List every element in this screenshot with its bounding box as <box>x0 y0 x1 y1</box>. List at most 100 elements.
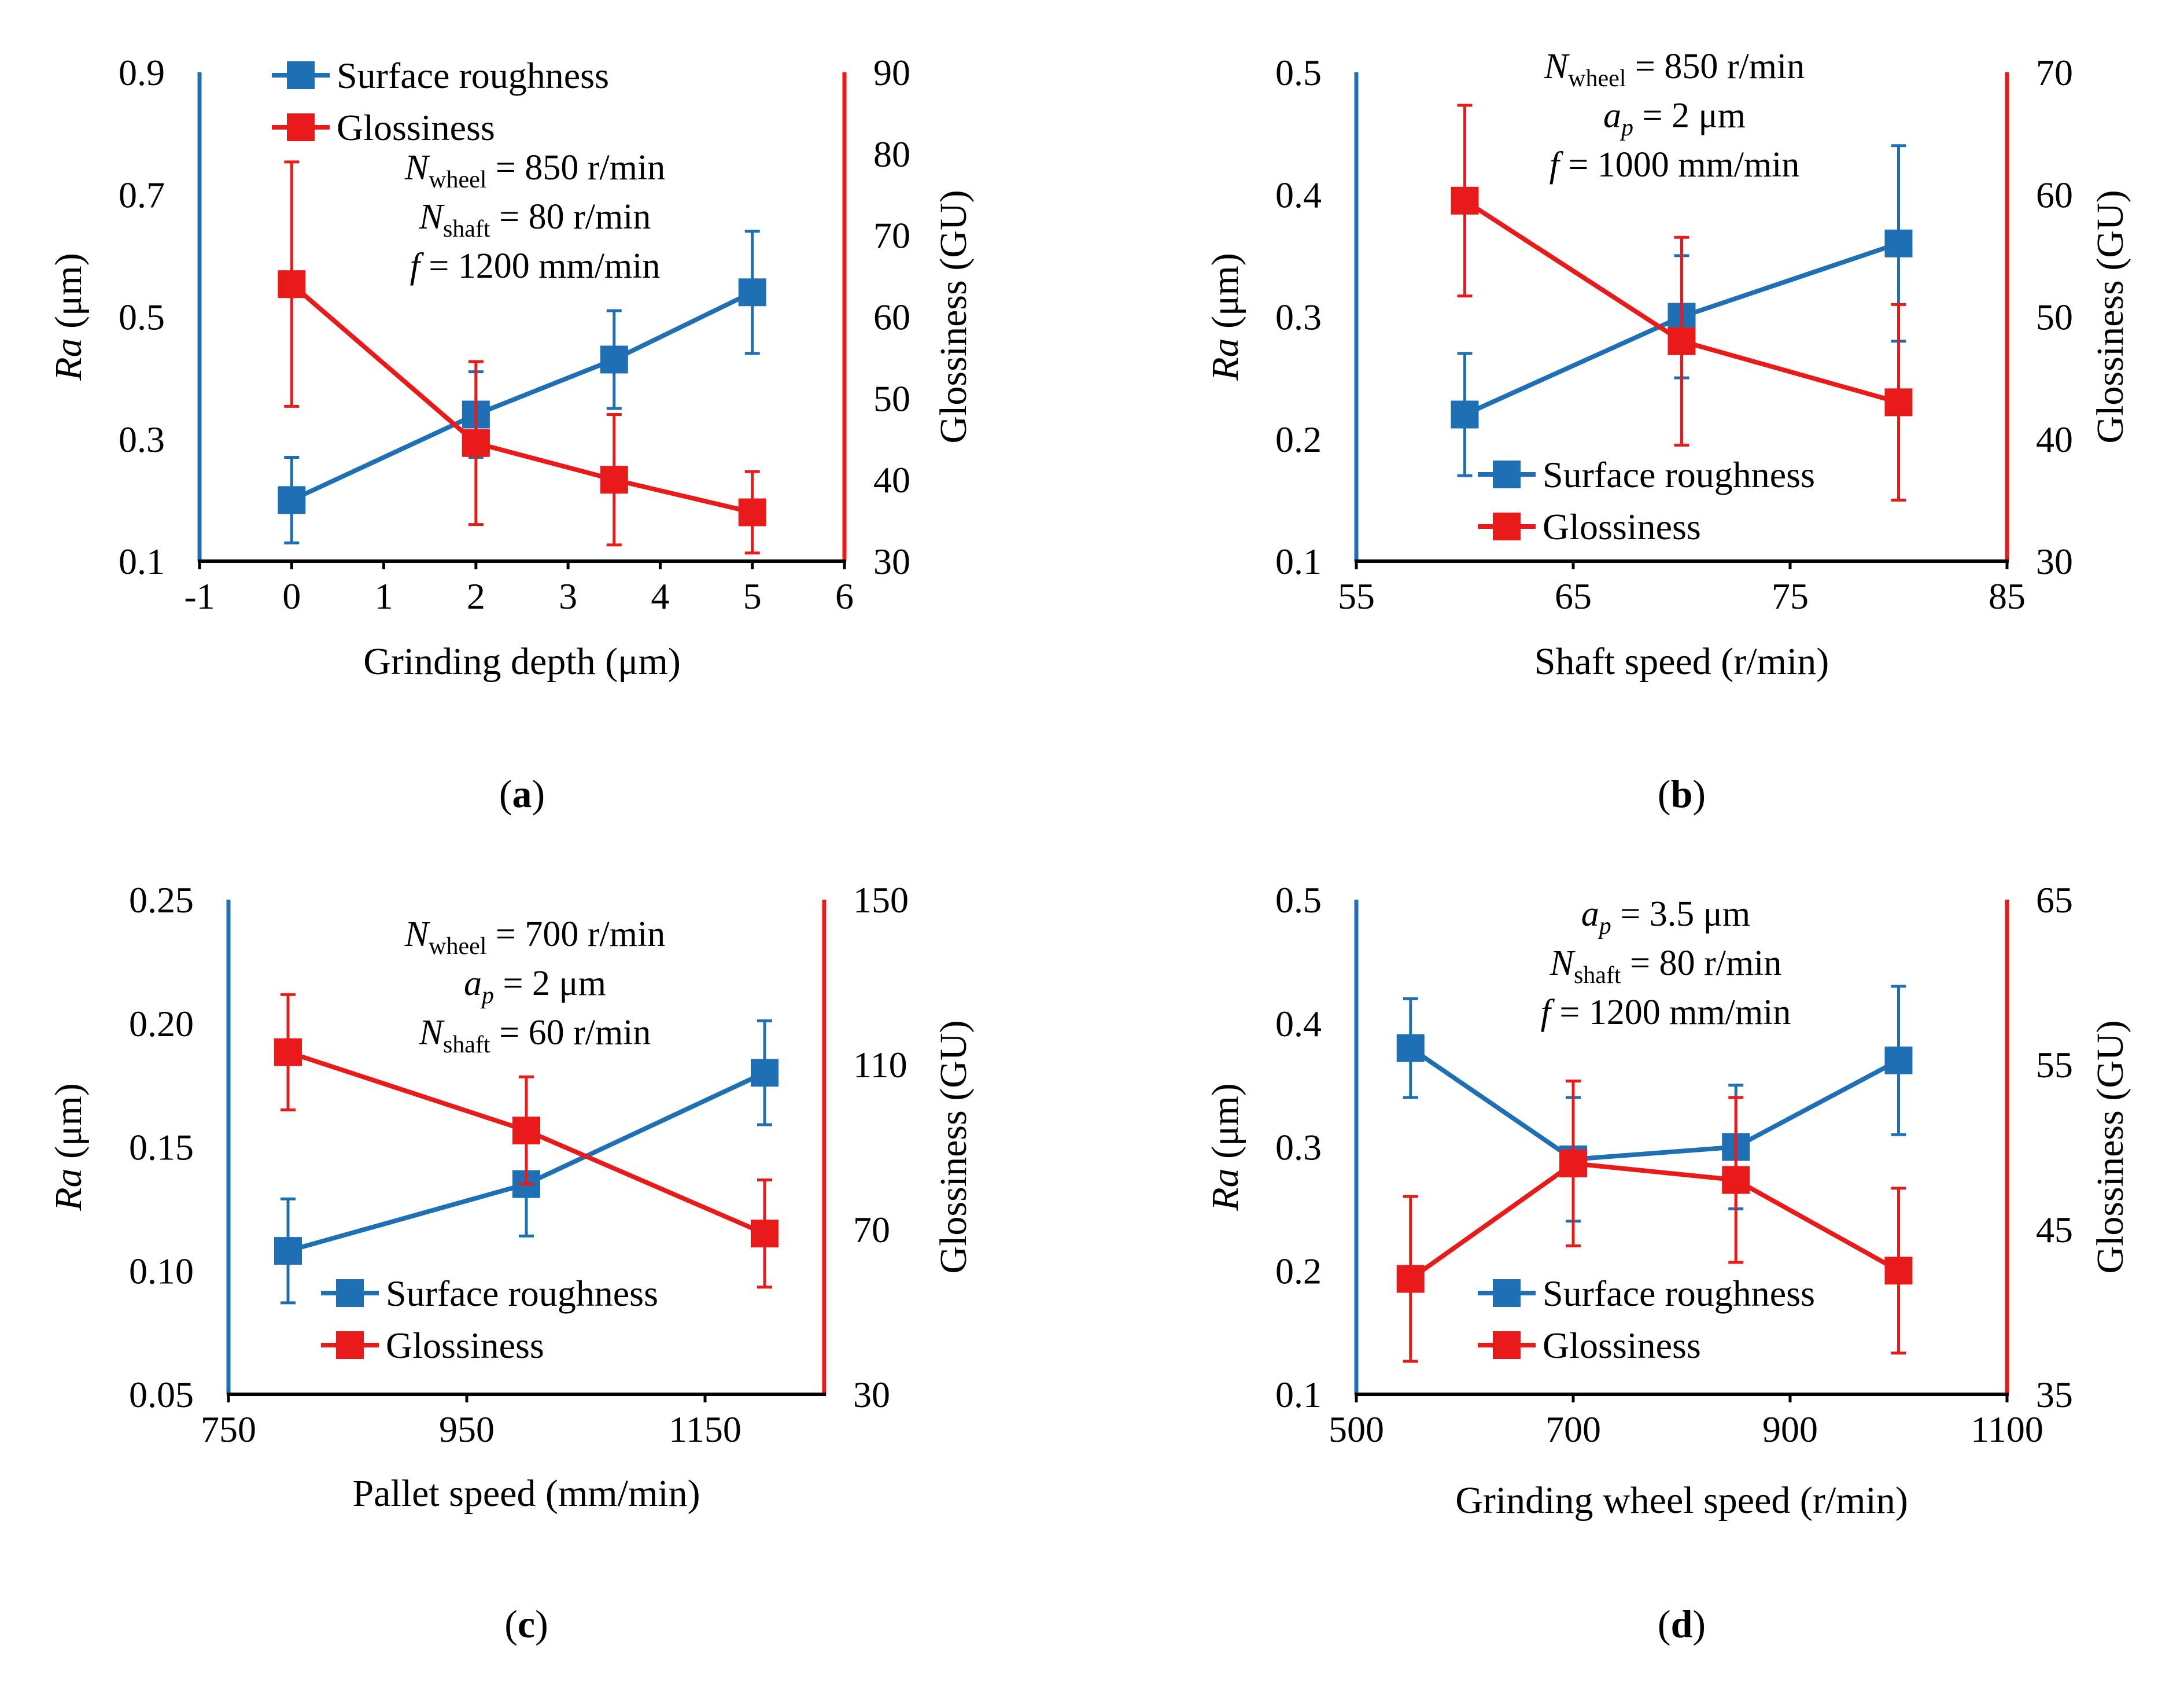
right-y-tick-label: 50 <box>2036 297 2073 338</box>
left-y-tick-label: 0.5 <box>119 297 165 338</box>
left-y-axis-title: Ra (μm) <box>1204 253 1246 381</box>
legend-marker-gloss <box>287 113 315 141</box>
x-tick-label: 950 <box>439 1409 495 1450</box>
left-y-tick-label: 0.3 <box>119 419 165 460</box>
right-y-tick-label: 70 <box>873 215 910 256</box>
panel-label: (d) <box>1658 1602 1706 1646</box>
condition-text: Nshaft = 80 r/min <box>419 197 651 242</box>
right-y-tick-label: 50 <box>873 378 910 419</box>
roughness-series-line <box>290 290 754 503</box>
panel-label: (a) <box>499 772 545 816</box>
x-tick-label: -1 <box>184 576 215 617</box>
x-tick-label: 900 <box>1762 1409 1818 1450</box>
roughness-data-point <box>1884 1046 1913 1074</box>
gloss-data-point <box>512 1117 540 1144</box>
right-y-tick-label: 30 <box>853 1374 890 1415</box>
condition-text: ap = 2 μm <box>1603 96 1746 141</box>
gloss-data-point <box>462 429 490 457</box>
roughness-data-point <box>1396 1034 1425 1062</box>
legend-label-gloss: Glossiness <box>337 107 495 148</box>
left-y-tick-label: 0.3 <box>1275 297 1322 338</box>
gloss-series-line <box>1409 1161 1900 1281</box>
left-y-tick-label: 0.2 <box>1275 1250 1322 1291</box>
left-y-axis-title: Ra (μm) <box>47 1083 90 1211</box>
left-y-tick-label: 0.15 <box>129 1127 194 1168</box>
left-y-tick-label: 0.5 <box>1275 879 1322 920</box>
x-tick-label: 1100 <box>1971 1409 2043 1450</box>
condition-text: f = 1200 mm/min <box>1541 993 1791 1032</box>
roughness-series-line <box>1409 1046 1900 1162</box>
x-tick-label: 65 <box>1555 576 1592 617</box>
right-y-tick-label: 70 <box>2036 52 2073 93</box>
left-y-tick-label: 0.4 <box>1275 174 1322 215</box>
right-y-tick-label: 60 <box>2036 174 2073 215</box>
left-y-tick-label: 0.9 <box>119 52 165 93</box>
chart-panel-b: 55 65 75 85 0.1 0.2 0.3 0.4 0.5 30 40 50 60 70 Ra (μm)… <box>1204 47 2131 816</box>
right-y-tick-label: 45 <box>2036 1209 2073 1250</box>
chart-panel-d: 500 700 900 1100 0.1 0.2 0.3 0.4 0.5 35 45 55 65 Ra (… <box>1204 879 2131 1646</box>
roughness-data-point <box>274 1237 302 1265</box>
condition-text: Nshaft = 60 r/min <box>419 1013 651 1058</box>
right-y-tick-label: 90 <box>873 52 910 93</box>
legend-label-roughness: Surface roughness <box>1543 1273 1815 1314</box>
right-y-tick-label: 30 <box>873 541 910 582</box>
x-tick-label: 1 <box>375 576 393 617</box>
condition-text: Nwheel = 700 r/min <box>404 915 665 960</box>
chart-panel-c: 750 950 1150 0.05 0.10 0.15 0.20 0.25 30 70 110 150… <box>47 879 975 1646</box>
legend-label-gloss: Glossiness <box>1543 506 1701 547</box>
gloss-data-point <box>1722 1166 1750 1194</box>
condition-text: ap = 3.5 μm <box>1581 894 1750 940</box>
condition-text: Nwheel = 850 r/min <box>404 148 665 193</box>
right-y-tick-label: 60 <box>873 297 910 338</box>
gloss-data-point <box>274 1038 302 1066</box>
right-y-axis-title: Glossiness (GU) <box>932 1020 975 1273</box>
legend: Surface roughness Glossiness <box>1478 454 1815 547</box>
x-tick-label: 700 <box>1545 1409 1601 1450</box>
x-axis-title: Shaft speed (r/min) <box>1534 640 1829 683</box>
left-y-tick-label: 0.3 <box>1275 1127 1322 1168</box>
right-y-tick-label: 55 <box>2036 1044 2073 1085</box>
right-y-axis-title: Glossiness (GU) <box>2089 1020 2131 1273</box>
right-y-tick-label: 80 <box>873 134 910 175</box>
right-y-tick-label: 70 <box>853 1209 890 1250</box>
legend: Surface roughness Glossiness <box>321 1273 658 1366</box>
legend-label-roughness: Surface roughness <box>1543 454 1815 495</box>
condition-text: Nwheel = 850 r/min <box>1544 47 1805 92</box>
legend-label-roughness: Surface roughness <box>337 55 609 96</box>
gloss-data-point <box>600 466 628 494</box>
right-y-axis-title: Glossiness (GU) <box>932 190 975 443</box>
legend-marker-roughness <box>336 1279 364 1307</box>
legend-label-gloss: Glossiness <box>1543 1325 1701 1366</box>
condition-text: f = 1200 mm/min <box>410 246 661 286</box>
gloss-data-point <box>1667 327 1696 355</box>
right-y-tick-label: 40 <box>873 459 910 500</box>
x-tick-label: 55 <box>1338 576 1375 617</box>
left-y-tick-label: 0.20 <box>129 1003 194 1044</box>
left-y-tick-label: 0.4 <box>1275 1003 1322 1044</box>
condition-text: Nshaft = 80 r/min <box>1550 944 1782 989</box>
left-y-tick-label: 0.2 <box>1275 419 1322 460</box>
left-y-tick-label: 0.1 <box>1275 541 1322 582</box>
x-tick-label: 0 <box>282 576 301 617</box>
x-tick-label: 1150 <box>669 1409 741 1450</box>
legend: Surface roughness Glossiness <box>272 55 609 148</box>
x-tick-label: 6 <box>835 576 854 617</box>
left-y-tick-label: 0.1 <box>1275 1374 1322 1415</box>
gloss-data-point <box>1884 388 1913 417</box>
legend-marker-roughness <box>1493 461 1521 488</box>
panel-label: (b) <box>1658 772 1706 816</box>
x-tick-label: 3 <box>559 576 577 617</box>
roughness-data-point <box>1451 400 1479 429</box>
gloss-data-point <box>1451 186 1479 215</box>
roughness-data-point <box>1884 229 1913 257</box>
x-tick-label: 500 <box>1329 1409 1384 1450</box>
x-tick-label: 75 <box>1772 576 1809 617</box>
left-y-tick-label: 0.10 <box>129 1250 194 1291</box>
left-y-axis-title: Ra (μm) <box>47 253 90 381</box>
legend-marker-gloss <box>336 1331 364 1359</box>
condition-text: ap = 2 μm <box>464 964 606 1009</box>
legend-marker-gloss <box>1493 1331 1521 1359</box>
right-y-axis-title: Glossiness (GU) <box>2089 190 2131 443</box>
right-y-tick-label: 30 <box>2036 541 2073 582</box>
roughness-data-point <box>751 1059 779 1087</box>
